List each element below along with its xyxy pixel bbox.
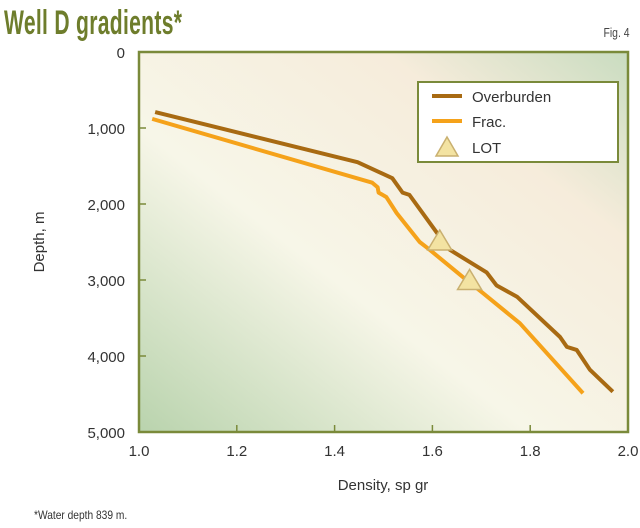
x-tick-label: 2.0 bbox=[618, 443, 639, 460]
chart-title: Well D gradients* bbox=[4, 4, 183, 42]
legend-label-overburden: Overburden bbox=[472, 89, 551, 106]
y-tick-label: 3,000 bbox=[87, 273, 125, 290]
x-tick-label: 1.2 bbox=[226, 443, 247, 460]
y-tick-label: 2,000 bbox=[87, 197, 125, 214]
series-line-frac bbox=[151, 116, 585, 395]
lot-point bbox=[426, 228, 454, 251]
x-axis-label: Density, sp gr bbox=[338, 477, 429, 494]
footnote: *Water depth 839 m. bbox=[34, 508, 128, 522]
x-tick-label: 1.4 bbox=[324, 443, 345, 460]
legend: Overburden Frac. LOT bbox=[417, 81, 619, 163]
y-tick-label: 1,000 bbox=[87, 121, 125, 138]
legend-label-frac: Frac. bbox=[472, 114, 506, 131]
y-tick-label: 5,000 bbox=[87, 425, 125, 442]
figure-label: Fig. 4 bbox=[603, 25, 630, 40]
x-tick-label: 1.6 bbox=[422, 443, 443, 460]
x-tick-label: 1.0 bbox=[129, 443, 150, 460]
x-tick-label: 1.8 bbox=[520, 443, 541, 460]
legend-label-lot: LOT bbox=[472, 140, 501, 157]
series-line-overburden bbox=[154, 110, 615, 394]
legend-lot-triangle-icon bbox=[434, 135, 460, 157]
lot-point bbox=[456, 268, 483, 291]
y-axis-label: Depth, m bbox=[31, 212, 48, 273]
y-tick-label: 4,000 bbox=[87, 349, 125, 366]
y-tick-label: 0 bbox=[117, 45, 125, 62]
